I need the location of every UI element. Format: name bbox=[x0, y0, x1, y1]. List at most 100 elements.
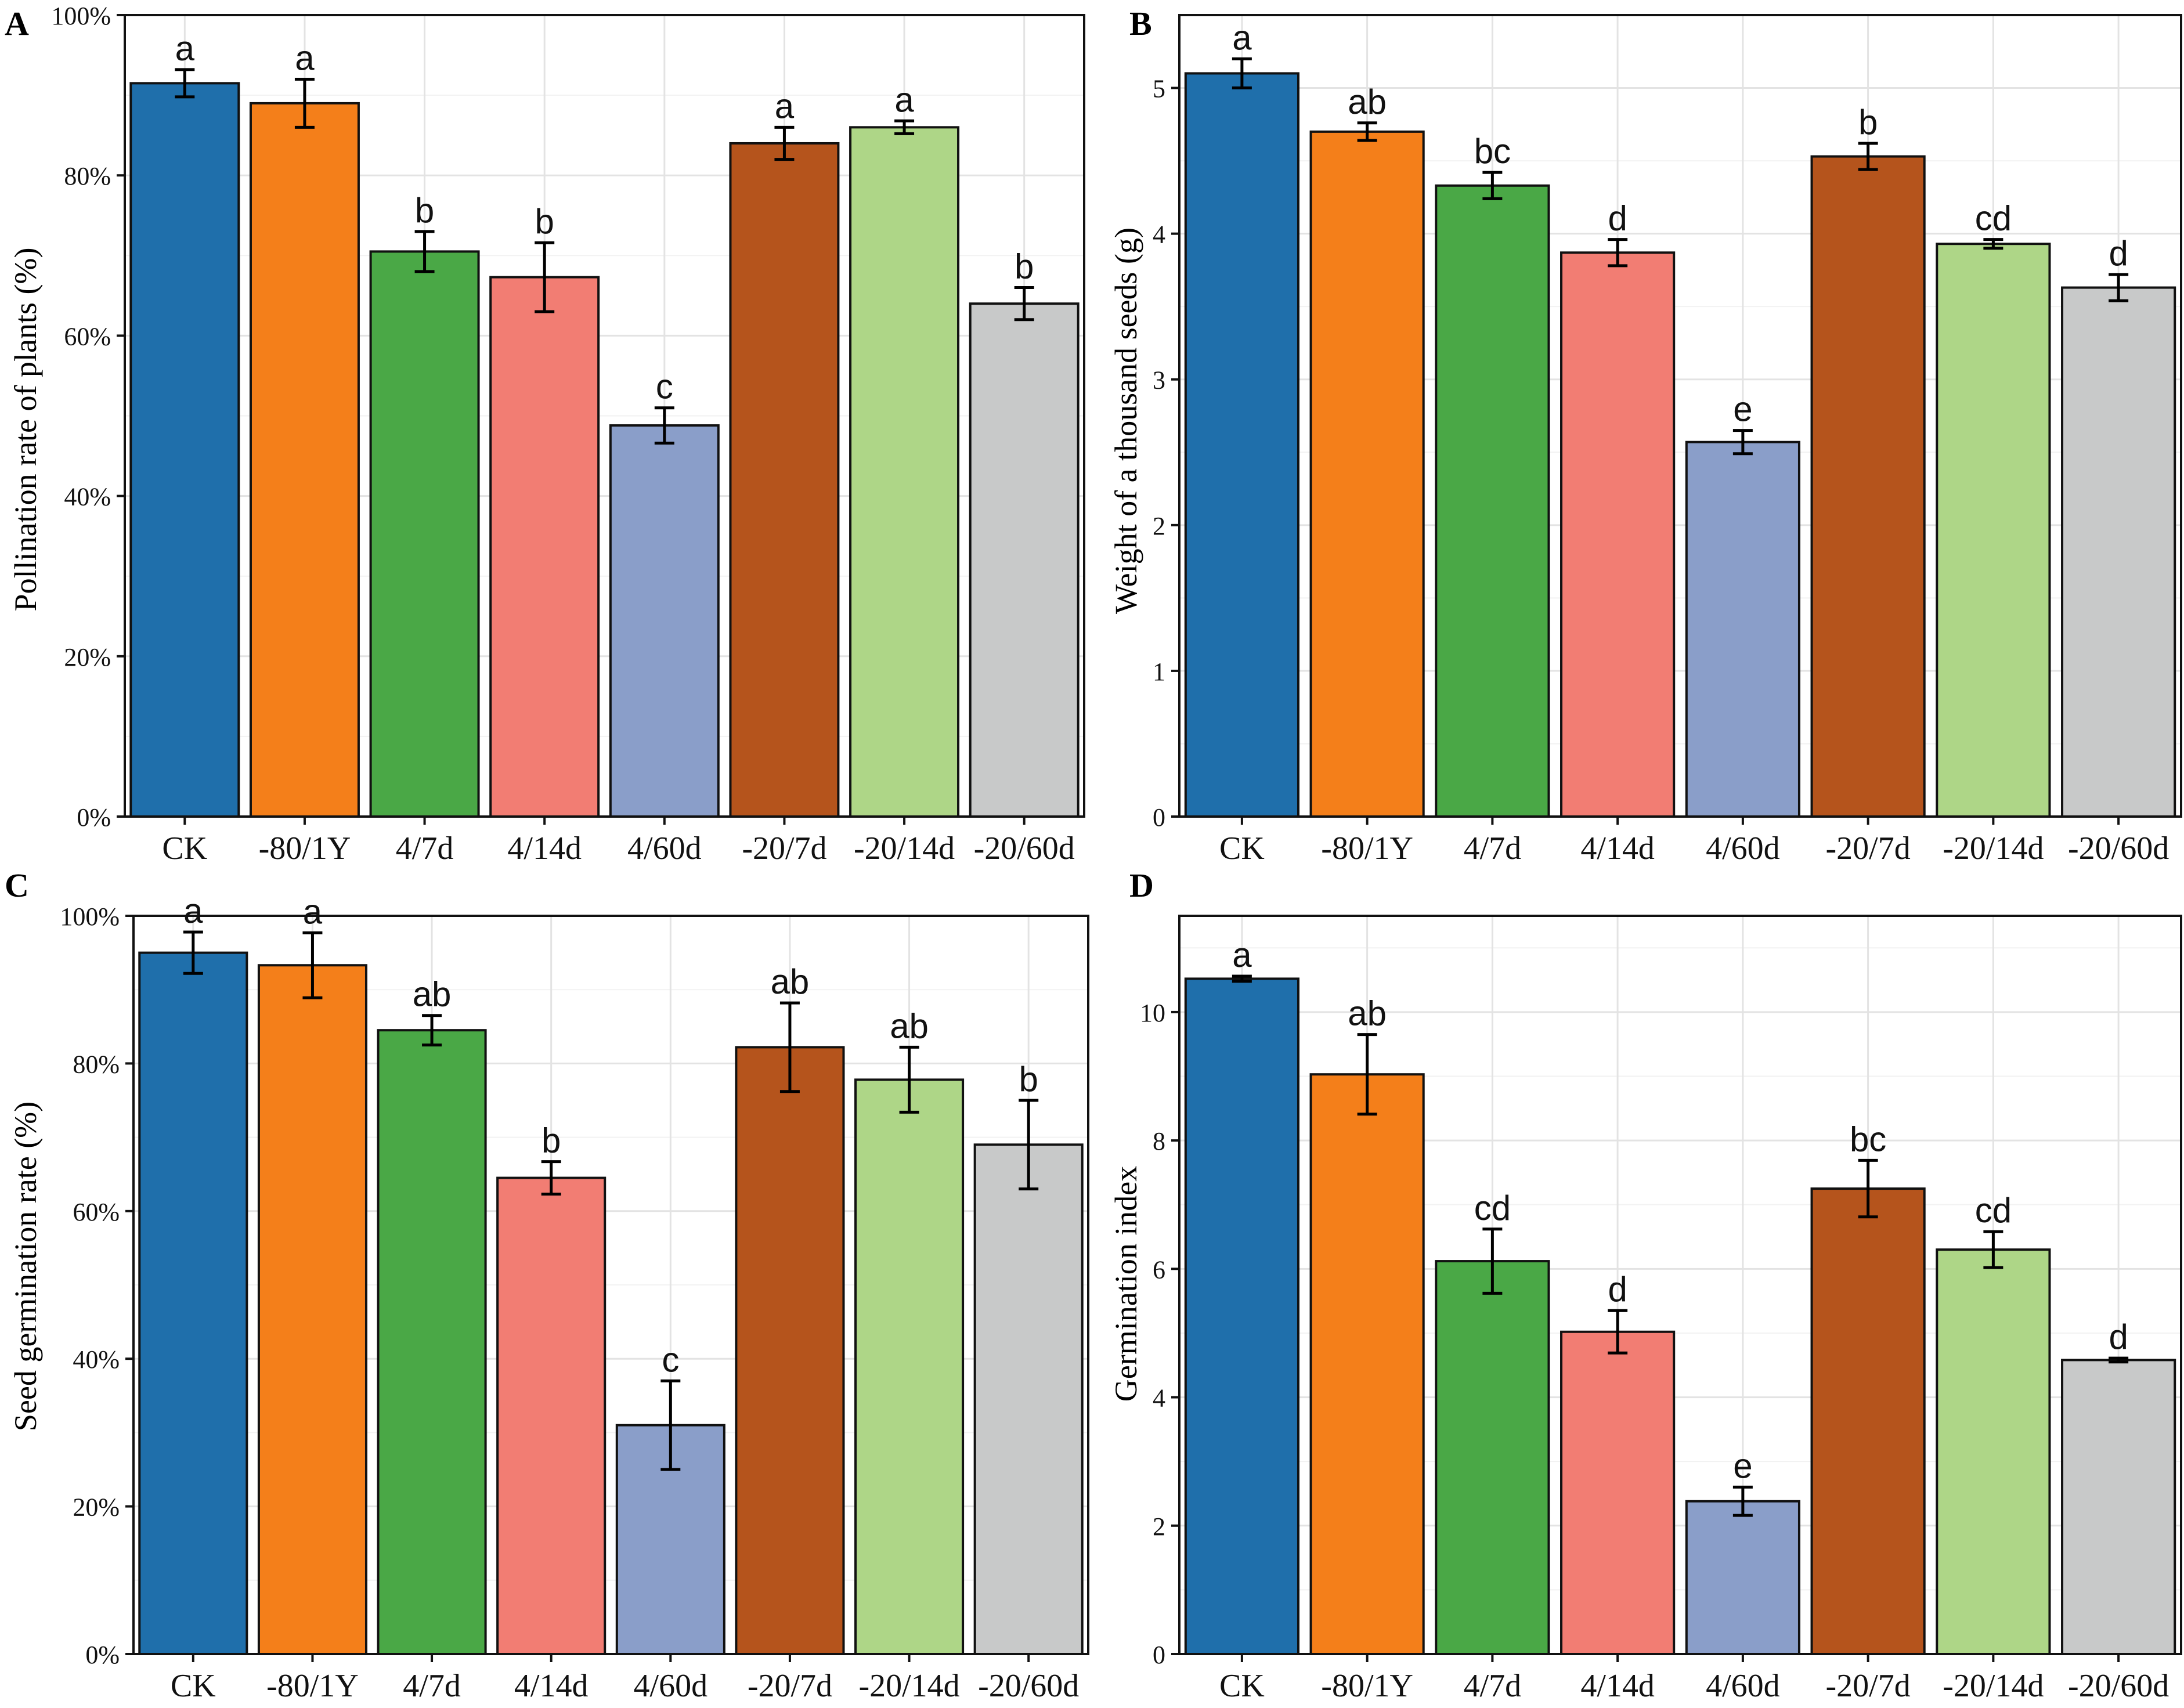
y-tick-label-a: 100% bbox=[51, 2, 111, 30]
error-bar-b-7 bbox=[1983, 238, 2003, 250]
error-bar-c-1 bbox=[183, 930, 203, 975]
y-tick-label-b: 3 bbox=[1153, 366, 1165, 395]
x-tick-label-b-6: -20/7d bbox=[1826, 830, 1911, 866]
significance-letter-c-3: ab bbox=[413, 975, 452, 1014]
x-tick-label-b-1: CK bbox=[1219, 830, 1265, 866]
bar-c-6 bbox=[735, 1046, 845, 1655]
x-tick-label-d-8: -20/60d bbox=[2068, 1668, 2169, 1704]
significance-letter-b-2: ab bbox=[1348, 82, 1387, 121]
bar-d-4 bbox=[1560, 1330, 1676, 1656]
panel-label-a: A bbox=[5, 5, 29, 42]
bar-d-8 bbox=[2061, 1359, 2176, 1655]
significance-letter-b-3: bc bbox=[1474, 132, 1511, 171]
x-tick-label-a-1: CK bbox=[162, 830, 207, 866]
error-bar-d-5 bbox=[1732, 1485, 1753, 1517]
error-bar-b-2 bbox=[1357, 121, 1377, 142]
y-tick-label-c: 0% bbox=[85, 1641, 120, 1669]
plot-border-d bbox=[1178, 915, 2182, 1655]
significance-letter-a-2: a bbox=[295, 38, 315, 77]
x-tick-label-c-3: 4/7d bbox=[403, 1668, 461, 1704]
y-tick-label-a: 80% bbox=[64, 162, 111, 190]
x-tick-label-b-8: -20/60d bbox=[2068, 830, 2169, 866]
bar-b-6 bbox=[1810, 155, 1926, 818]
y-tick-label-c: 80% bbox=[73, 1050, 120, 1078]
y-tick-label-a: 60% bbox=[64, 322, 111, 351]
error-bar-d-7 bbox=[1983, 1230, 2003, 1269]
x-tick-label-a-2: -80/1Y bbox=[259, 830, 351, 866]
error-bar-a-2 bbox=[294, 77, 315, 129]
y-tick-label-d: 2 bbox=[1153, 1512, 1165, 1541]
error-bar-d-2 bbox=[1357, 1033, 1377, 1116]
error-bar-c-4 bbox=[541, 1160, 561, 1196]
y-axis-label-d: Germination index bbox=[1109, 1166, 1143, 1402]
significance-letter-b-1: a bbox=[1232, 18, 1252, 57]
panel-c: C a a ab b c ab ab b 0% 20% 40% 60% 80% 100% CK -80/1Y 4… bbox=[5, 866, 1089, 1704]
significance-letter-c-6: ab bbox=[771, 962, 810, 1001]
significance-letter-b-4: d bbox=[1608, 199, 1627, 238]
panel-a: A a a b b c a a b 0% 20% 40% 60% 80% 100% CK -80/1Y 4/7d… bbox=[5, 2, 1085, 866]
x-tick-label-b-5: 4/60d bbox=[1706, 830, 1780, 866]
bar-b-1 bbox=[1184, 72, 1299, 818]
error-bar-d-4 bbox=[1608, 1309, 1628, 1355]
bar-a-1 bbox=[129, 82, 240, 818]
error-bar-c-7 bbox=[899, 1045, 919, 1114]
error-bar-b-5 bbox=[1732, 429, 1753, 456]
error-bar-a-6 bbox=[774, 125, 795, 161]
bar-b-8 bbox=[2061, 286, 2176, 818]
error-bar-a-1 bbox=[175, 68, 195, 99]
significance-letter-d-7: cd bbox=[1975, 1191, 2012, 1230]
y-tick-label-b: 5 bbox=[1153, 75, 1165, 103]
bar-a-3 bbox=[369, 250, 480, 818]
bar-c-3 bbox=[377, 1029, 487, 1655]
error-bar-c-2 bbox=[302, 931, 323, 999]
bar-a-6 bbox=[729, 142, 840, 818]
significance-letter-c-4: b bbox=[542, 1121, 561, 1160]
x-tick-label-b-7: -20/14d bbox=[1943, 830, 2044, 866]
error-bar-a-3 bbox=[414, 230, 435, 273]
significance-letter-b-8: d bbox=[2109, 234, 2128, 273]
y-tick-label-b: 2 bbox=[1153, 512, 1165, 540]
error-bar-d-1 bbox=[1232, 974, 1252, 983]
significance-letter-d-4: d bbox=[1608, 1270, 1627, 1309]
panel-label-b: B bbox=[1129, 5, 1152, 42]
significance-letter-a-5: c bbox=[656, 367, 673, 406]
x-tick-label-a-4: 4/14d bbox=[507, 830, 582, 866]
x-tick-label-d-6: -20/7d bbox=[1826, 1668, 1911, 1704]
y-axis-label-a: Pollination rate of plants (%) bbox=[8, 248, 43, 612]
bar-c-4 bbox=[496, 1176, 607, 1656]
significance-letter-d-2: ab bbox=[1348, 994, 1387, 1033]
error-bar-d-3 bbox=[1482, 1227, 1503, 1295]
y-tick-label-c: 60% bbox=[73, 1198, 120, 1226]
bar-a-4 bbox=[489, 276, 600, 818]
bar-c-2 bbox=[257, 964, 367, 1655]
x-tick-label-b-4: 4/14d bbox=[1580, 830, 1655, 866]
x-tick-label-d-4: 4/14d bbox=[1580, 1668, 1655, 1704]
bar-c-8 bbox=[973, 1143, 1084, 1655]
error-bar-a-7 bbox=[894, 119, 915, 135]
error-bar-b-6 bbox=[1858, 142, 1878, 171]
error-bar-d-6 bbox=[1858, 1158, 1878, 1219]
plot-d: a ab cd d e bc cd d 0 2 4 6 8 10 CK -80/1Y 4/7d 4/14d 4/60… bbox=[1140, 915, 2182, 1704]
x-tick-label-c-2: -80/1Y bbox=[266, 1668, 359, 1704]
panel-label-c: C bbox=[5, 866, 29, 904]
error-bar-a-4 bbox=[535, 241, 555, 313]
error-bar-c-5 bbox=[660, 1379, 681, 1471]
x-tick-label-c-8: -20/60d bbox=[978, 1668, 1079, 1704]
error-bar-a-5 bbox=[654, 406, 674, 445]
x-tick-label-b-2: -80/1Y bbox=[1321, 830, 1413, 866]
significance-letter-d-3: cd bbox=[1474, 1189, 1511, 1227]
significance-letter-d-8: d bbox=[2109, 1317, 2128, 1356]
error-bar-b-3 bbox=[1482, 171, 1503, 200]
y-tick-label-c: 20% bbox=[73, 1493, 120, 1522]
x-tick-label-a-5: 4/60d bbox=[627, 830, 702, 866]
y-tick-label-b: 1 bbox=[1153, 658, 1165, 686]
y-tick-label-c: 100% bbox=[60, 902, 120, 931]
plot-c: a a ab b c ab ab b 0% 20% 40% 60% 80% 100% CK -80/1Y 4/7… bbox=[60, 891, 1089, 1704]
x-tick-label-d-7: -20/14d bbox=[1943, 1668, 2044, 1704]
bar-b-5 bbox=[1685, 440, 1800, 818]
x-tick-label-c-4: 4/14d bbox=[514, 1668, 589, 1704]
y-tick-label-d: 8 bbox=[1153, 1127, 1165, 1155]
